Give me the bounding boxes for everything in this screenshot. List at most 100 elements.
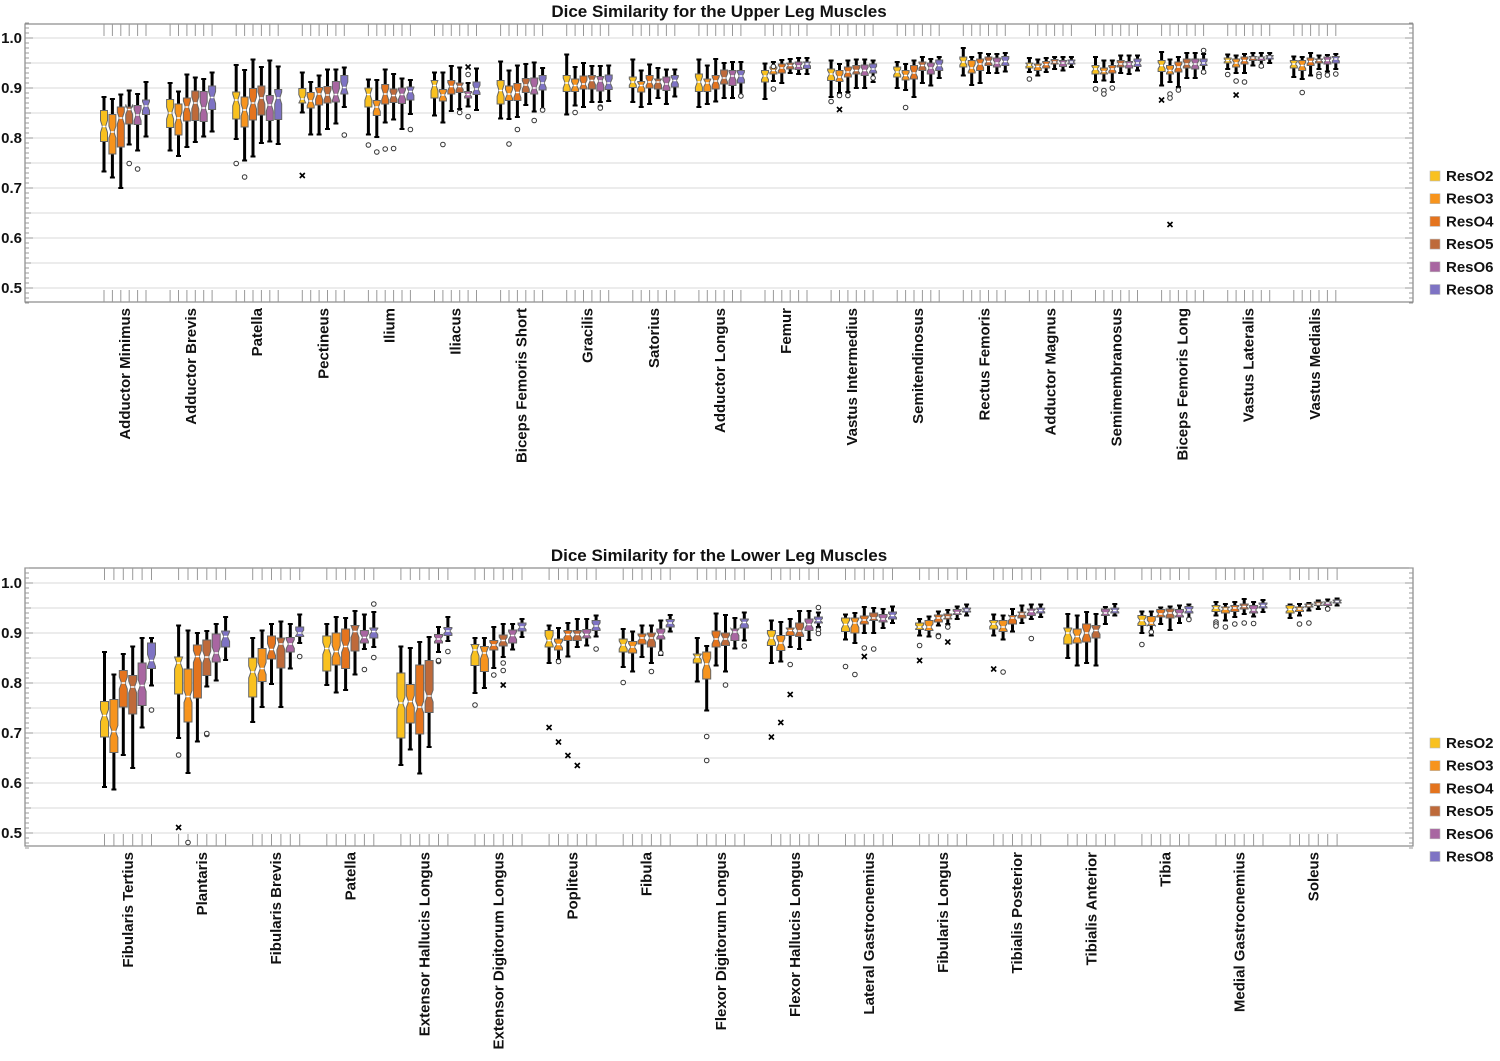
outlier-x	[777, 719, 784, 726]
outlier-circle	[341, 132, 348, 138]
box-ResO5	[276, 620, 286, 708]
box-ResO2	[989, 613, 999, 637]
box-ResO4	[192, 632, 202, 743]
y-tick-label: 1.0	[1, 30, 22, 47]
category-group: Pectineus	[298, 24, 349, 379]
box-body	[125, 104, 134, 125]
outlier-circle	[1296, 621, 1303, 627]
outlier-circle	[1232, 621, 1238, 627]
legend-label: ResO4	[1446, 213, 1494, 230]
outlier-circle	[836, 92, 843, 99]
outlier-far	[465, 63, 472, 71]
category-label: Tibialis Anterior	[1083, 852, 1100, 966]
category-group: Extensor Hallucis Longus	[396, 568, 453, 1036]
box-ResO2	[100, 96, 108, 173]
category-group: Fibula	[618, 568, 675, 896]
box-body	[785, 627, 795, 636]
outlier-circle	[738, 93, 744, 99]
box-ResO8	[443, 616, 453, 642]
box-ResO4	[976, 52, 985, 84]
category-group: Satorius	[628, 24, 679, 368]
box-ResO5	[350, 610, 360, 676]
outlier-circle	[1258, 63, 1265, 69]
outlier-circle	[852, 671, 858, 678]
box-ResO6	[926, 58, 935, 87]
box-ResO5	[498, 623, 508, 658]
box-ResO2	[1211, 601, 1221, 617]
box-body	[100, 701, 109, 738]
box-ResO3	[1295, 603, 1304, 617]
outlier-circle	[861, 645, 868, 651]
outlier-circle	[1224, 71, 1231, 78]
box-ResO4	[910, 59, 918, 98]
y-tick-label: 0.5	[1, 825, 22, 842]
box-body	[211, 633, 221, 663]
outlier-x	[546, 724, 553, 731]
category-group: Soleus	[1285, 568, 1342, 901]
box-ResO2	[1025, 57, 1034, 73]
category-group: Patella	[322, 568, 379, 900]
box-body	[1146, 616, 1156, 628]
box-ResO4	[315, 74, 324, 136]
box-body	[295, 626, 305, 637]
legend-item: ResO5	[1429, 236, 1494, 253]
box-ResO2	[628, 58, 637, 103]
box-ResO2	[298, 71, 307, 114]
box-body	[142, 99, 150, 115]
outlier-circle	[935, 633, 942, 640]
outlier-circle	[1175, 87, 1182, 93]
outlier-circle	[148, 707, 155, 713]
outlier-circle	[1167, 95, 1173, 101]
legend-label: ResO2	[1446, 735, 1494, 752]
box-ResO3	[108, 98, 117, 179]
box-body	[249, 88, 257, 121]
box-ResO3	[1033, 58, 1042, 77]
outlier-circle	[175, 752, 182, 758]
box-body	[116, 106, 125, 148]
y-tick-label: 0.5	[1, 280, 22, 297]
outlier-circle	[506, 141, 512, 147]
box-ResO5	[1017, 604, 1027, 624]
box-body	[221, 630, 231, 648]
legend-item: ResO5	[1429, 803, 1494, 820]
box-ResO6	[662, 68, 671, 105]
box-ResO4	[933, 610, 943, 627]
box-body	[350, 625, 360, 652]
box-ResO2	[496, 60, 505, 120]
category-group: Popliteus	[544, 568, 601, 920]
box-ResO4	[777, 59, 786, 84]
box-ResO3	[174, 90, 183, 157]
box-ResO4	[859, 606, 869, 634]
category-group: Adductor Minimus	[100, 24, 150, 440]
y-tick-label: 0.6	[1, 775, 22, 792]
box-ResO8	[221, 616, 231, 661]
legend-item: ResO3	[1429, 758, 1494, 775]
y-tick-label: 0.7	[1, 180, 22, 197]
category-group: Adductor Brevis	[166, 24, 217, 425]
box-ResO4	[118, 653, 128, 756]
box-ResO2	[166, 82, 175, 152]
box-ResO3	[850, 612, 860, 644]
legend-label: ResO5	[1446, 803, 1494, 820]
box-ResO3	[901, 63, 910, 91]
box-body	[364, 87, 373, 108]
box-body	[1091, 625, 1101, 639]
category-label: Iliacus	[448, 308, 465, 355]
box-ResO6	[582, 618, 592, 647]
outlier-circle	[1241, 79, 1248, 85]
legend-swatch	[1429, 193, 1441, 204]
box-ResO4	[785, 618, 795, 648]
outlier-circle	[241, 174, 248, 180]
box-body	[739, 618, 749, 629]
category-group: Tibia	[1137, 568, 1194, 887]
box-ResO2	[232, 64, 241, 140]
box-ResO2	[841, 613, 850, 641]
box-body	[508, 629, 518, 644]
outlier-circle	[1000, 669, 1006, 675]
box-body	[109, 699, 119, 753]
box-body	[1220, 606, 1230, 614]
outlier-x	[944, 638, 951, 646]
outlier-circle	[465, 113, 471, 120]
outlier-far	[175, 824, 182, 831]
category-label: Biceps Femoris Long	[1175, 308, 1192, 461]
